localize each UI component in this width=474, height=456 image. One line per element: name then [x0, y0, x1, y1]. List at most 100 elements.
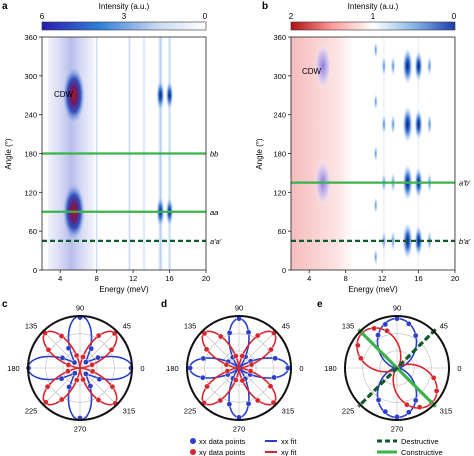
ylabel-a: Angle (°)	[4, 138, 13, 170]
y-tick-label: 240	[273, 111, 286, 120]
heatmap-spot	[426, 55, 432, 78]
angle-label: 0	[457, 364, 461, 373]
data-point-xx	[200, 374, 206, 381]
angle-label: 135	[25, 321, 38, 330]
colorbar-a-tick-1: 3	[122, 12, 127, 21]
colorbar-a	[41, 21, 207, 31]
annotation-cdw-b: CDW	[302, 67, 322, 76]
colorbar-b-tick-2: 0	[452, 12, 457, 21]
polar-plot-c: 0 45 90 135 180 225 270 315	[7, 304, 144, 434]
data-point-xy	[268, 346, 274, 353]
data-point-xy	[95, 397, 102, 403]
data-point-xx	[272, 355, 278, 362]
data-point-xy	[404, 401, 410, 408]
xlabel-b: Energy (meV)	[348, 285, 398, 294]
x-tick-label: 4	[307, 274, 311, 283]
data-point-xy	[217, 333, 224, 340]
axes-a: bb aa a′a′ 4 8 12 16 20 0 60 120 180 240 300 360	[24, 33, 221, 283]
panel-label-a: a	[2, 1, 8, 12]
data-point-xy	[232, 353, 239, 359]
x-tick-label: 8	[344, 274, 348, 283]
heatmap-spot	[390, 229, 396, 252]
angle-label: 45	[440, 321, 448, 330]
panel-label-d: d	[161, 299, 167, 310]
heatmap-spot	[414, 51, 423, 82]
angle-label: 315	[123, 407, 136, 416]
x-tick-label: 4	[58, 274, 62, 283]
data-point-xx	[406, 409, 412, 416]
data-point-xx	[271, 374, 277, 381]
y-tick-label: 360	[24, 33, 37, 42]
heatmap-spot	[373, 92, 378, 111]
data-point-xx	[72, 370, 78, 376]
angle-label: 225	[184, 407, 197, 416]
angle-label: 270	[391, 424, 404, 433]
y-tick-label: 0	[282, 266, 286, 275]
data-point-xx	[382, 321, 389, 328]
heatmap-spot	[390, 55, 396, 78]
heatmap-spot	[373, 40, 378, 59]
angle-label: 90	[235, 304, 243, 313]
data-point-xy	[433, 388, 440, 394]
polar-plot-d: 0 45 90 135 180 225 270 315	[166, 304, 303, 434]
y-tick-label: 180	[24, 150, 37, 159]
heatmap-hot-spot	[62, 67, 85, 124]
data-point-xy	[108, 346, 115, 353]
x-tick-label: 12	[129, 274, 137, 283]
polar-outer-ring	[186, 315, 292, 421]
data-point-xx	[66, 384, 72, 390]
heatmap-hot-spot	[402, 48, 413, 85]
data-point-xy	[59, 396, 65, 403]
data-point-xx	[226, 330, 233, 336]
heatmap-hot-spot	[165, 81, 174, 110]
data-point-xy	[109, 383, 116, 390]
legend-destructive-label: Destructive	[401, 437, 439, 446]
data-point-xy	[267, 383, 274, 390]
x-tick-label: 16	[414, 274, 422, 283]
polar-plot-e: 0 45 90 135 180 225 270 315	[324, 304, 461, 434]
data-point-xy	[416, 404, 423, 410]
angle-label: 45	[282, 321, 290, 330]
data-point-xy	[270, 399, 277, 406]
data-point-xx	[412, 332, 419, 339]
data-point-xy	[73, 377, 80, 383]
data-point-xy	[58, 333, 65, 339]
heatmap-spot	[373, 248, 378, 267]
data-point-xx	[406, 320, 412, 327]
data-point-xy	[89, 368, 96, 375]
data-point-xy	[239, 353, 246, 359]
legend-xx-fit-label: xx fit	[281, 437, 297, 446]
y-tick-label: 120	[273, 188, 286, 197]
data-point-xx	[245, 329, 252, 336]
data-point-xy	[203, 346, 210, 353]
y-tick-label: 0	[33, 266, 37, 275]
data-point-xy	[43, 399, 49, 405]
heatmap-spot	[426, 113, 432, 136]
polarization-line-destructive	[357, 328, 437, 408]
legend-xy-fit-label: xy fit	[281, 448, 297, 456]
reference-line-label-1: aa	[210, 208, 218, 217]
polar-outer-ring	[27, 315, 133, 421]
angle-label: 270	[233, 424, 246, 433]
data-point-xy	[111, 330, 118, 337]
data-point-xy	[254, 332, 261, 339]
data-point-xy	[224, 368, 231, 374]
panel-label-c: c	[2, 299, 8, 310]
angle-label: 180	[324, 364, 337, 373]
axes-b: a′b′ b′a′ 4 8 12 16 20 0 60 120 180 240 300 360	[273, 33, 470, 283]
data-point-xy	[247, 368, 254, 374]
heatmap-hot-spot	[156, 80, 165, 111]
data-point-xx	[394, 414, 400, 420]
data-point-xx	[83, 359, 89, 365]
panel-label-e: e	[317, 299, 323, 310]
angle-label: 180	[166, 364, 179, 373]
y-tick-label: 300	[273, 72, 286, 81]
data-point-xy	[217, 397, 224, 404]
angle-label: 0	[299, 364, 303, 373]
data-point-xy	[239, 377, 246, 384]
angle-label: 135	[342, 321, 355, 330]
data-point-xx	[375, 397, 382, 403]
heatmap-spot	[373, 144, 378, 163]
data-point-xx	[71, 359, 78, 366]
